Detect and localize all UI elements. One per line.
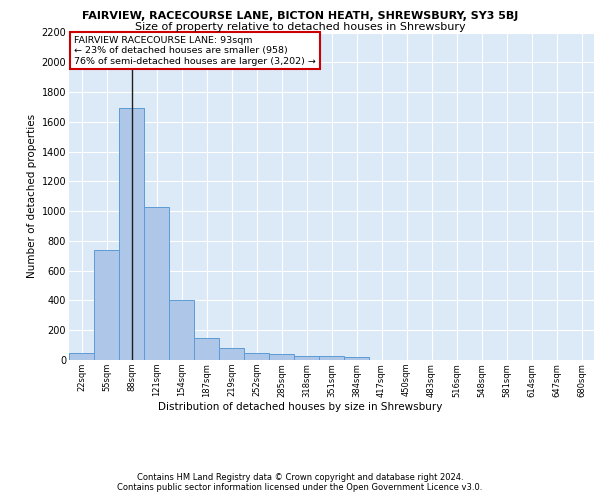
Text: Contains public sector information licensed under the Open Government Licence v3: Contains public sector information licen… [118,484,482,492]
Text: Distribution of detached houses by size in Shrewsbury: Distribution of detached houses by size … [158,402,442,412]
Bar [319,356,344,360]
Text: FAIRVIEW, RACECOURSE LANE, BICTON HEATH, SHREWSBURY, SY3 5BJ: FAIRVIEW, RACECOURSE LANE, BICTON HEATH,… [82,11,518,21]
Bar [169,300,194,360]
Y-axis label: Number of detached properties: Number of detached properties [28,114,37,278]
Bar [244,354,269,360]
Text: Contains HM Land Registry data © Crown copyright and database right 2024.: Contains HM Land Registry data © Crown c… [137,472,463,482]
Bar [69,352,94,360]
Bar [344,358,369,360]
Bar [94,250,119,360]
Bar [144,206,169,360]
Bar [119,108,144,360]
Bar [269,354,294,360]
Text: Size of property relative to detached houses in Shrewsbury: Size of property relative to detached ho… [134,22,466,32]
Text: FAIRVIEW RACECOURSE LANE: 93sqm
← 23% of detached houses are smaller (958)
76% o: FAIRVIEW RACECOURSE LANE: 93sqm ← 23% of… [74,36,316,66]
Bar [294,356,319,360]
Bar [194,338,219,360]
Bar [219,348,244,360]
